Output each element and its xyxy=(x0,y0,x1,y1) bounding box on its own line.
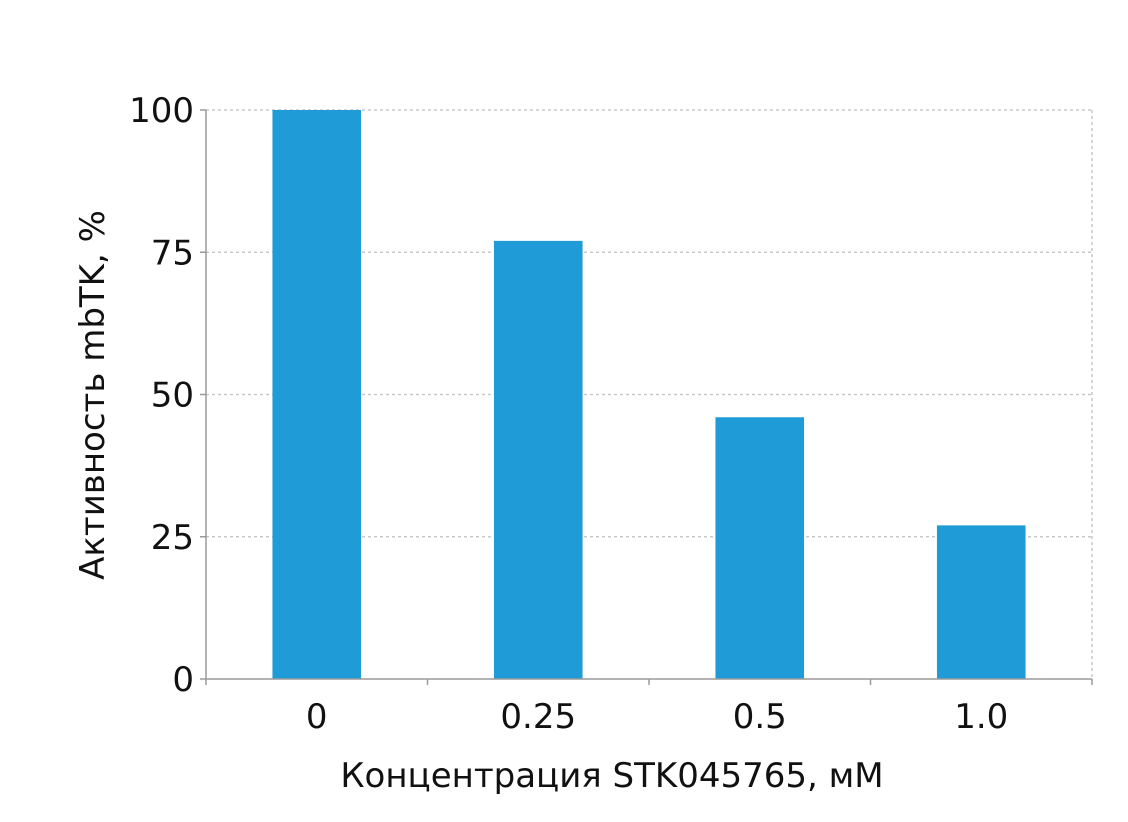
y-axis-title: Активность mbTK, % xyxy=(73,210,113,580)
x-tick-label: 0.25 xyxy=(500,697,576,737)
bar-0 xyxy=(272,110,362,679)
x-axis-title: Концентрация STK045765, мМ xyxy=(340,756,883,796)
y-tick-label: 100 xyxy=(129,91,194,131)
y-tick-label: 25 xyxy=(151,518,194,558)
bar-1 xyxy=(493,240,583,679)
y-tick-labels: 0 25 50 75 100 xyxy=(129,91,194,700)
x-tick-label: 0 xyxy=(306,697,328,737)
axes xyxy=(200,109,1093,685)
bar-3 xyxy=(936,525,1026,679)
x-tick-label: 0.5 xyxy=(733,697,787,737)
bar-2 xyxy=(715,417,805,679)
x-tick-labels: 0 0.25 0.5 1.0 xyxy=(306,697,1008,737)
x-tick-label: 1.0 xyxy=(954,697,1008,737)
bars xyxy=(272,110,1026,679)
y-tick-label: 50 xyxy=(151,376,194,416)
y-tick-label: 0 xyxy=(172,660,194,700)
y-tick-label: 75 xyxy=(151,233,194,273)
